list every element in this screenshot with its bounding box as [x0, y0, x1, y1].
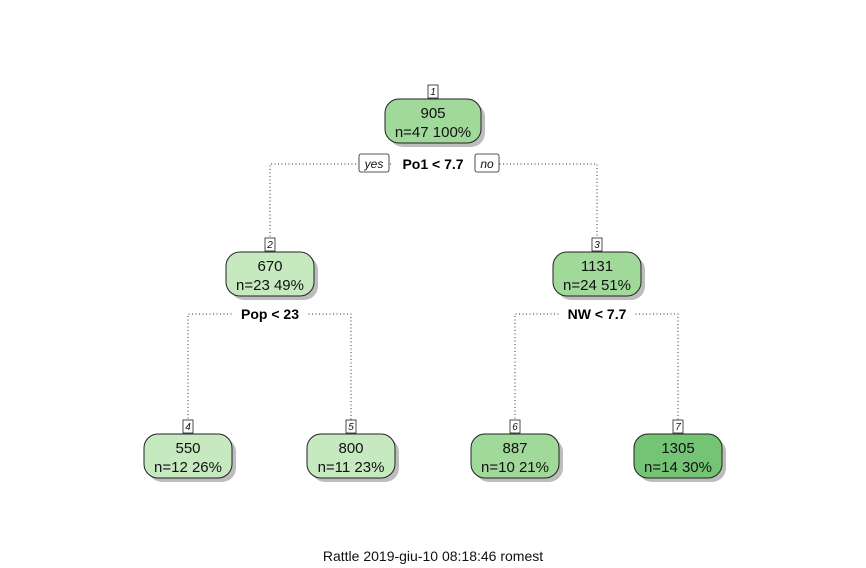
split-rule-1: Po1 < 7.7 — [402, 156, 463, 172]
tree-node-5: 5 800 n=11 23% — [306, 419, 399, 482]
split-rule-2: Pop < 23 — [241, 306, 299, 322]
svg-text:6: 6 — [512, 422, 518, 433]
node-stats-1: n=47 100% — [395, 124, 471, 141]
node-value-4: 550 — [175, 440, 200, 457]
tree-node-1: 1 905 n=47 100% — [384, 84, 485, 147]
node-number-1: 1 — [427, 84, 439, 99]
node-number-4: 4 — [182, 419, 194, 434]
node-stats-7: n=14 30% — [644, 459, 712, 476]
branch-label-yes: yes — [358, 153, 390, 173]
tree-node-7: 7 1305 n=14 30% — [633, 419, 726, 482]
node-value-3: 1131 — [581, 258, 613, 275]
svg-text:2: 2 — [266, 240, 273, 251]
tree-node-3: 3 1131 n=24 51% — [552, 237, 645, 300]
node-number-2: 2 — [264, 237, 276, 252]
node-value-5: 800 — [338, 440, 363, 457]
split-rule-3: NW < 7.7 — [568, 306, 627, 322]
edge-1-2 — [269, 163, 433, 238]
split-bg-3 — [560, 304, 634, 324]
node-number-7: 7 — [672, 419, 684, 434]
node-value-1: 905 — [420, 105, 445, 122]
tree-node-2: 2 670 n=23 49% — [225, 237, 318, 300]
split-bg-2 — [233, 304, 307, 324]
node-number-5: 5 — [345, 419, 357, 434]
svg-text:4: 4 — [185, 422, 191, 433]
node-value-7: 1305 — [661, 440, 694, 457]
edge-3-7 — [597, 313, 679, 420]
node-value-6: 887 — [502, 440, 527, 457]
node-number-6: 6 — [509, 419, 521, 434]
node-value-2: 670 — [257, 258, 282, 275]
node-stats-6: n=10 21% — [481, 459, 549, 476]
svg-text:1: 1 — [430, 87, 436, 98]
edge-2-5 — [270, 313, 352, 420]
node-stats-4: n=12 26% — [154, 459, 222, 476]
tree-node-6: 6 887 n=10 21% — [470, 419, 563, 482]
plot-caption: Rattle 2019-giu-10 08:18:46 romest — [322, 548, 544, 564]
split-bg-1 — [392, 154, 474, 174]
node-stats-3: n=24 51% — [563, 277, 631, 294]
svg-text:no: no — [480, 157, 494, 171]
tree-node-4: 4 550 n=12 26% — [143, 419, 236, 482]
edge-2-4 — [187, 313, 270, 420]
node-number-3: 3 — [591, 237, 603, 252]
svg-text:7: 7 — [675, 422, 681, 433]
edge-1-3 — [433, 163, 598, 238]
svg-text:3: 3 — [594, 240, 600, 251]
node-stats-5: n=11 23% — [318, 459, 385, 476]
svg-text:5: 5 — [348, 422, 354, 433]
branch-label-no: no — [474, 153, 500, 173]
svg-text:yes: yes — [364, 157, 384, 171]
edge-3-6 — [514, 313, 597, 420]
node-stats-2: n=23 49% — [236, 277, 304, 294]
